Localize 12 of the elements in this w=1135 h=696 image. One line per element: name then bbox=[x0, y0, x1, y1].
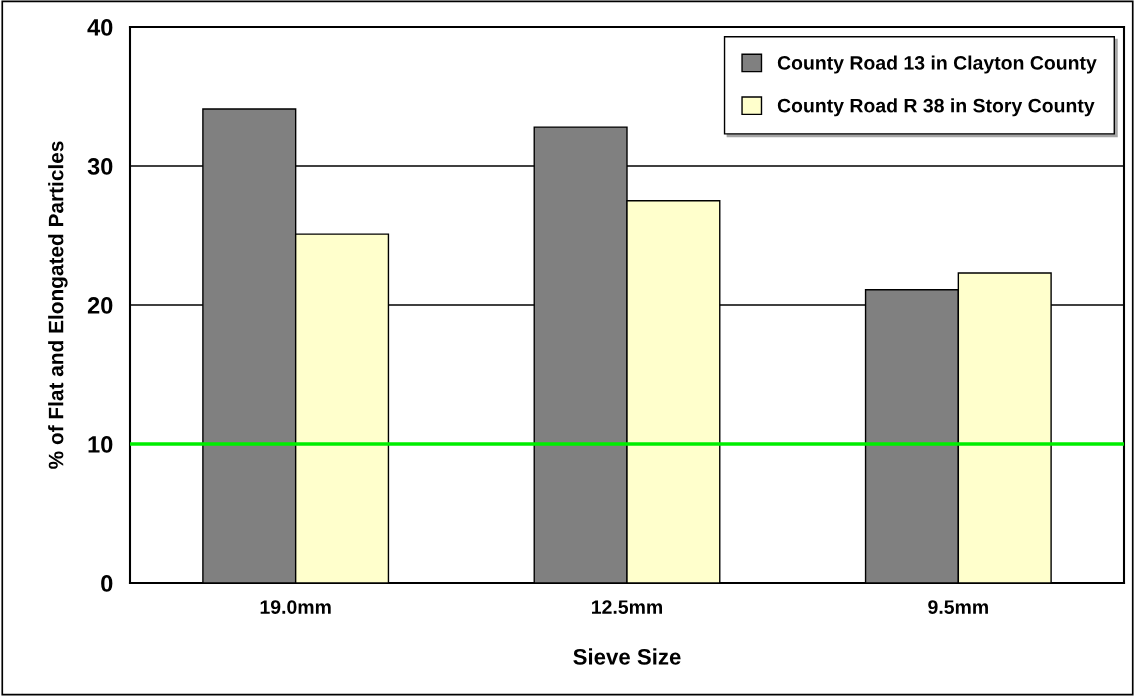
legend-label: County Road 13 in Clayton County bbox=[777, 55, 1097, 74]
y-tick-label: 0 bbox=[101, 575, 113, 592]
x-tick-label: 9.5mm bbox=[928, 600, 988, 614]
x-axis-title: Sieve Size bbox=[573, 648, 681, 665]
y-tick-label: 30 bbox=[87, 158, 113, 175]
legend-label: County Road R 38 in Story County bbox=[777, 98, 1095, 117]
x-tick-label: 19.0mm bbox=[260, 600, 331, 614]
y-tick-label: 40 bbox=[87, 19, 113, 36]
x-tick-label: 12.5mm bbox=[592, 600, 663, 614]
y-tick-label: 20 bbox=[87, 297, 113, 314]
y-axis-title: % of Flat and Elongated Particles bbox=[48, 141, 68, 469]
y-tick-label: 10 bbox=[88, 436, 113, 453]
